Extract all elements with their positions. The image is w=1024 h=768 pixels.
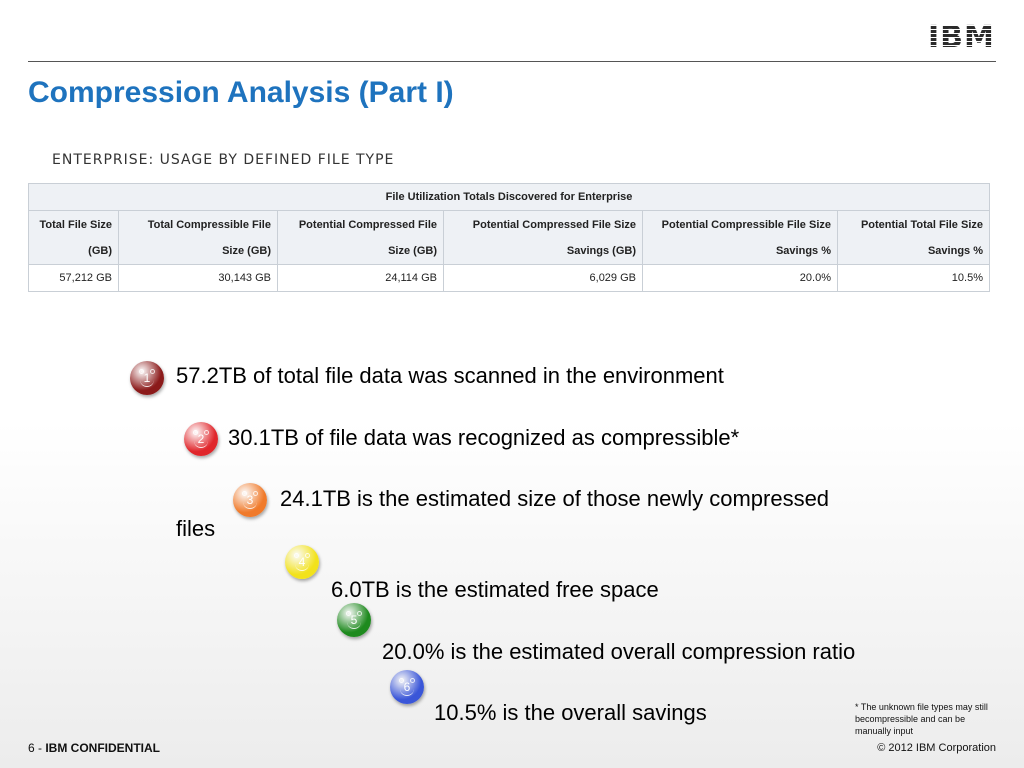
ibm-logo: IBM: [928, 22, 996, 54]
table-row: 57,212 GB 30,143 GB 24,114 GB 6,029 GB 2…: [28, 264, 990, 292]
slide-title: Compression Analysis (Part I): [28, 76, 454, 109]
step-4-marker-icon: 4: [285, 545, 319, 579]
table-caption: File Utilization Totals Discovered for E…: [28, 183, 990, 211]
column-header: Potential Total File Size Savings %: [837, 210, 990, 265]
column-header: Potential Compressed File Size Savings (G…: [443, 210, 643, 265]
section-label: ENTERPRISE: USAGE BY DEFINED FILE TYPE: [52, 152, 395, 168]
point-6-text: 10.5% is the overall savings: [434, 700, 707, 725]
table-cell: 10.5%: [837, 264, 990, 292]
copyright: © 2012 IBM Corporation: [877, 742, 996, 754]
step-6-marker-icon: 6: [390, 670, 424, 704]
column-header: Potential Compressible File Size Savings …: [642, 210, 838, 265]
confidential-label: IBM CONFIDENTIAL: [45, 741, 160, 755]
point-4-text: 6.0TB is the estimated free space: [331, 577, 659, 602]
table-caption-row: File Utilization Totals Discovered for E…: [28, 183, 990, 211]
footer-left: 6 - IBM CONFIDENTIAL: [28, 741, 160, 755]
point-5-text: 20.0% is the estimated overall compressi…: [382, 639, 856, 664]
step-5-marker-icon: 5: [337, 603, 371, 637]
table-cell: 20.0%: [642, 264, 838, 292]
column-header: Potential Compressed File Size (GB): [277, 210, 444, 265]
step-3-marker-icon: 3: [233, 483, 267, 517]
step-1-marker-icon: 1: [130, 361, 164, 395]
header-divider: [28, 61, 996, 62]
table-cell: 57,212 GB: [28, 264, 119, 292]
point-1-text: 57.2TB of total file data was scanned in…: [176, 363, 724, 388]
table-cell: 30,143 GB: [118, 264, 278, 292]
table-cell: 6,029 GB: [443, 264, 643, 292]
point-3-text: 24.1TB is the estimated size of those ne…: [280, 486, 830, 511]
footnote: * The unknown file types may still becom…: [855, 702, 988, 736]
step-2-marker-icon: 2: [184, 422, 218, 456]
column-header: Total Compressible File Size (GB): [118, 210, 278, 265]
point-3-text-continued: files: [176, 516, 216, 541]
column-header: Total File Size (GB): [28, 210, 119, 265]
table-header-row: Total File Size (GB) Total Compressible F…: [28, 210, 990, 265]
point-2-text: 30.1TB of file data was recognized as co…: [228, 425, 740, 450]
table-cell: 24,114 GB: [277, 264, 444, 292]
usage-table: File Utilization Totals Discovered for E…: [28, 183, 990, 292]
page-number: 6 -: [28, 741, 46, 755]
